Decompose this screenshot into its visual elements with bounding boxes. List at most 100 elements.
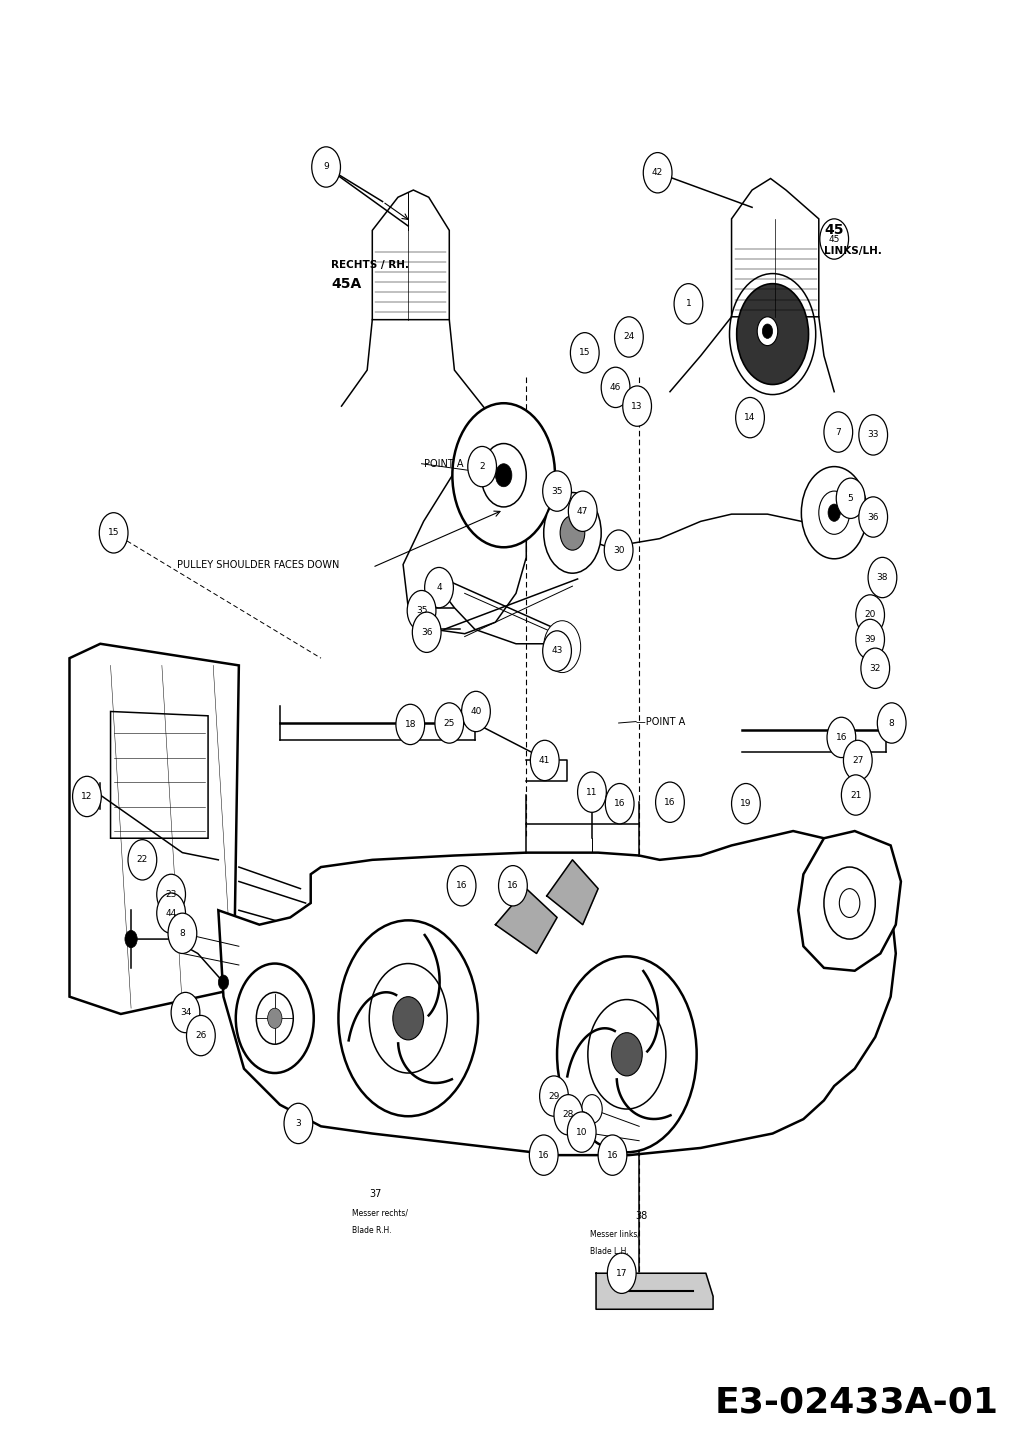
Text: 25: 25 <box>444 719 455 727</box>
Text: 20: 20 <box>865 610 876 619</box>
Circle shape <box>554 1095 583 1135</box>
Circle shape <box>434 703 463 743</box>
Text: 30: 30 <box>613 545 624 555</box>
Text: Messer links/: Messer links/ <box>590 1231 640 1239</box>
Circle shape <box>856 594 884 635</box>
Text: 16: 16 <box>836 733 847 742</box>
Circle shape <box>611 1032 642 1076</box>
Text: 5: 5 <box>847 493 853 503</box>
Circle shape <box>312 147 341 187</box>
Text: 47: 47 <box>577 506 588 516</box>
Polygon shape <box>69 643 238 1014</box>
Polygon shape <box>373 189 449 320</box>
Text: 35: 35 <box>551 487 562 496</box>
Circle shape <box>235 963 314 1073</box>
Circle shape <box>540 1076 569 1116</box>
Text: 28: 28 <box>562 1111 574 1119</box>
Circle shape <box>267 1008 282 1028</box>
Circle shape <box>560 516 585 549</box>
Circle shape <box>529 1135 558 1176</box>
Text: 17: 17 <box>616 1268 627 1278</box>
Polygon shape <box>547 860 599 924</box>
Text: 16: 16 <box>538 1151 549 1160</box>
Circle shape <box>757 317 778 346</box>
Polygon shape <box>732 178 818 317</box>
Text: 9: 9 <box>323 162 329 172</box>
Circle shape <box>168 912 197 953</box>
Text: LINKS/LH.: LINKS/LH. <box>824 246 881 256</box>
Text: 27: 27 <box>852 756 864 765</box>
Circle shape <box>571 333 600 373</box>
Circle shape <box>413 612 441 652</box>
Text: 19: 19 <box>740 800 751 808</box>
Circle shape <box>877 703 906 743</box>
Circle shape <box>569 492 598 532</box>
Text: 14: 14 <box>744 414 755 422</box>
Text: 7: 7 <box>836 428 841 437</box>
Text: 45: 45 <box>824 223 843 237</box>
Circle shape <box>843 740 872 781</box>
Circle shape <box>467 447 496 487</box>
Text: 11: 11 <box>586 788 598 797</box>
Polygon shape <box>596 1274 713 1309</box>
Text: 16: 16 <box>507 881 519 891</box>
Text: 18: 18 <box>405 720 416 729</box>
Circle shape <box>256 992 293 1044</box>
Text: 29: 29 <box>548 1092 559 1100</box>
Circle shape <box>643 153 672 192</box>
Circle shape <box>839 889 860 917</box>
Polygon shape <box>495 889 557 953</box>
Circle shape <box>128 840 157 881</box>
Text: 37: 37 <box>369 1189 382 1199</box>
Circle shape <box>655 782 684 823</box>
Text: 3: 3 <box>295 1119 301 1128</box>
Circle shape <box>557 956 697 1152</box>
Text: 32: 32 <box>870 664 881 672</box>
Circle shape <box>614 317 643 357</box>
Circle shape <box>447 866 476 907</box>
Text: 24: 24 <box>623 333 635 341</box>
Text: 38: 38 <box>877 573 889 583</box>
Circle shape <box>861 648 890 688</box>
Circle shape <box>737 283 808 385</box>
Text: 4: 4 <box>437 583 442 591</box>
Circle shape <box>736 398 765 438</box>
Circle shape <box>396 704 424 745</box>
Text: RECHTS / RH.: RECHTS / RH. <box>331 260 410 270</box>
Circle shape <box>452 403 555 547</box>
Circle shape <box>125 930 137 947</box>
Text: 33: 33 <box>868 431 879 440</box>
Circle shape <box>555 636 570 656</box>
Circle shape <box>827 717 856 758</box>
Circle shape <box>836 479 865 519</box>
Text: 36: 36 <box>868 512 879 522</box>
Text: Blade L.H.: Blade L.H. <box>590 1246 628 1257</box>
Circle shape <box>582 1095 603 1124</box>
Text: 45A: 45A <box>331 276 361 291</box>
Circle shape <box>537 749 553 772</box>
Text: 45: 45 <box>829 234 840 243</box>
Text: 16: 16 <box>607 1151 618 1160</box>
Circle shape <box>171 992 200 1032</box>
Text: 21: 21 <box>850 791 862 800</box>
Circle shape <box>602 367 630 408</box>
Polygon shape <box>799 831 901 970</box>
Text: POINT A: POINT A <box>423 458 463 469</box>
Text: 15: 15 <box>108 528 120 538</box>
Circle shape <box>481 444 526 508</box>
Circle shape <box>674 283 703 324</box>
Circle shape <box>599 1135 626 1176</box>
Circle shape <box>763 324 773 338</box>
Text: 22: 22 <box>137 856 148 865</box>
Text: 34: 34 <box>180 1008 191 1017</box>
Circle shape <box>393 996 423 1040</box>
Circle shape <box>818 492 849 535</box>
Circle shape <box>859 497 888 536</box>
Circle shape <box>99 513 128 552</box>
Text: 1: 1 <box>685 299 691 308</box>
Circle shape <box>802 467 867 558</box>
Circle shape <box>859 415 888 455</box>
Circle shape <box>568 1112 596 1152</box>
Circle shape <box>157 894 186 933</box>
Circle shape <box>544 620 581 672</box>
